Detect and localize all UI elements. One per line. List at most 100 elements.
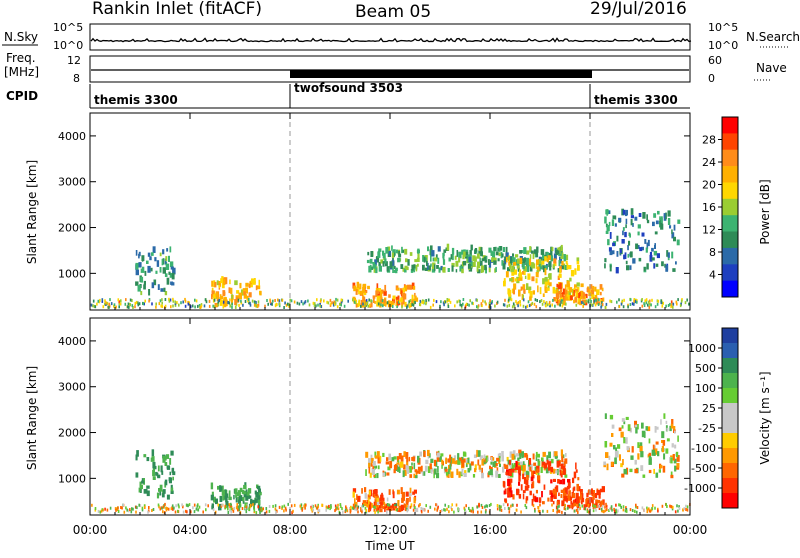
echo-cell <box>396 456 400 462</box>
echo-cell <box>638 257 642 262</box>
echo-cell <box>184 299 187 303</box>
echo-cell <box>407 303 410 307</box>
echo-cell <box>188 503 191 507</box>
echo-cell <box>211 290 215 297</box>
echo-cell <box>144 299 146 303</box>
echo-cell <box>374 455 378 459</box>
cpid-segment-3: themis 3300 <box>594 93 678 107</box>
cpid-label: CPID <box>6 89 38 103</box>
echo-cell <box>534 466 538 471</box>
echo-cell <box>616 300 618 304</box>
echo-cell <box>536 251 539 258</box>
echo-cell <box>396 305 398 309</box>
echo-cell <box>345 505 347 509</box>
echo-cell <box>451 247 455 255</box>
echo-cell <box>441 459 444 465</box>
date-title: 29/Jul/2016 <box>590 0 687 19</box>
echo-cell <box>657 451 660 457</box>
echo-cell <box>331 301 333 305</box>
echo-cell <box>556 250 560 255</box>
echo-cell <box>214 281 217 288</box>
echo-cell <box>417 253 420 260</box>
echo-cell <box>305 503 307 507</box>
echo-cell <box>566 485 570 490</box>
echo-cell <box>156 492 160 499</box>
echo-cell <box>97 299 100 303</box>
nsky-label: N.Sky <box>4 30 38 44</box>
echo-cell <box>647 300 650 304</box>
echo-cell <box>558 246 561 254</box>
echo-cell <box>447 505 450 509</box>
echo-cell <box>546 455 549 461</box>
nsearch-label: N.Search <box>746 30 800 44</box>
echo-cell <box>159 299 162 303</box>
echo-cell <box>457 507 459 511</box>
echo-cell <box>594 298 597 302</box>
echo-cell <box>374 509 376 513</box>
echo-cell <box>250 503 252 507</box>
echo-cell <box>360 505 363 509</box>
echo-cell <box>529 290 533 298</box>
echo-cell <box>101 298 104 302</box>
echo-cell <box>490 457 493 462</box>
echo-cell <box>533 249 537 255</box>
echo-cell <box>354 504 357 508</box>
echo-cell <box>138 262 142 268</box>
echo-cell <box>496 467 499 473</box>
echo-cell <box>118 300 120 304</box>
echo-cell <box>576 261 580 265</box>
echo-cell <box>293 503 296 507</box>
echo-cell <box>104 507 106 511</box>
echo-cell <box>120 299 122 303</box>
echo-cell <box>563 288 565 295</box>
echo-cell <box>233 506 236 510</box>
colorbar-swatch <box>722 247 738 265</box>
echo-cell <box>615 510 617 514</box>
echo-cell <box>417 263 419 267</box>
echo-cell <box>522 465 526 471</box>
echo-cell <box>147 510 149 514</box>
echo-cell <box>627 245 629 251</box>
echo-cell <box>170 450 174 456</box>
echo-cell <box>544 256 547 262</box>
echo-cell <box>231 507 234 511</box>
echo-cell <box>389 261 393 269</box>
echo-cell <box>361 508 363 512</box>
echo-cell <box>339 302 341 306</box>
echo-cell <box>581 299 585 304</box>
echo-cell <box>407 508 410 512</box>
echo-cell <box>498 246 501 252</box>
echo-cell <box>494 463 498 467</box>
y-tick-label: 2000 <box>58 222 86 235</box>
echo-cell <box>450 471 454 478</box>
echo-cell <box>578 503 581 507</box>
echo-cell <box>448 298 451 302</box>
echo-cell <box>238 499 241 504</box>
echo-cell <box>125 506 127 510</box>
echo-cell <box>221 300 223 304</box>
echo-cell <box>555 470 558 474</box>
echo-cell <box>258 504 261 511</box>
echo-cell <box>138 503 140 507</box>
echo-cell <box>424 267 428 271</box>
echo-cell <box>606 209 608 216</box>
echo-cell <box>405 304 408 308</box>
echo-cell <box>648 454 651 461</box>
echo-cell <box>423 299 425 303</box>
echo-cell <box>135 454 138 461</box>
echo-cell <box>586 287 589 293</box>
echo-cell <box>618 305 621 309</box>
echo-cell <box>406 284 410 290</box>
echo-cell <box>516 264 520 269</box>
echo-cell <box>553 289 557 294</box>
echo-cell <box>362 302 364 306</box>
echo-cell <box>576 292 579 298</box>
echo-cell <box>373 264 377 269</box>
echo-cell <box>144 270 147 276</box>
echo-cell <box>533 462 537 466</box>
echo-cell <box>523 247 527 254</box>
echo-cell <box>362 504 365 508</box>
echo-cell <box>477 305 479 309</box>
echo-cell <box>414 506 416 509</box>
